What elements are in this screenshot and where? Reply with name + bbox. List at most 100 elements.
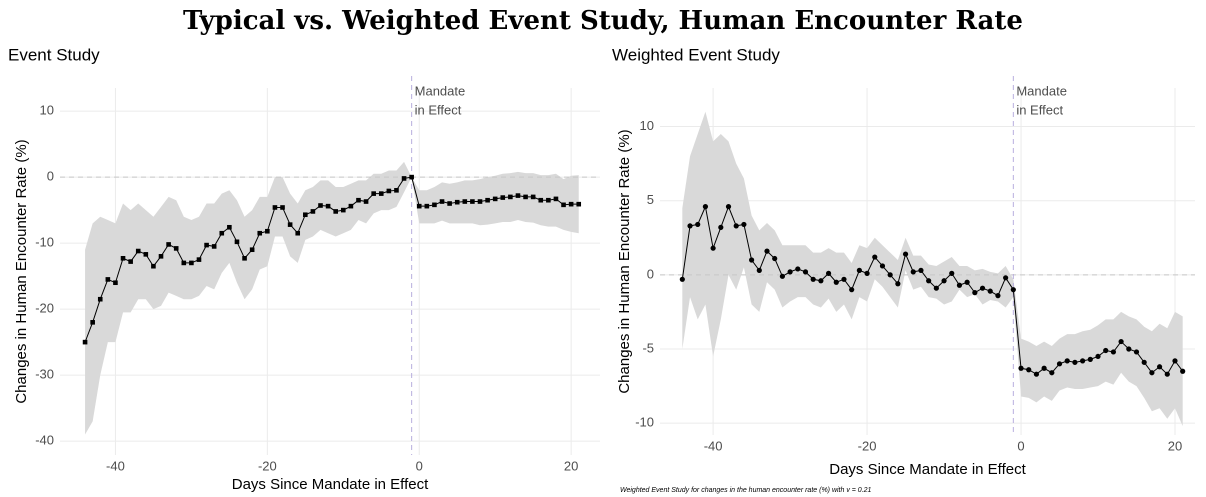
point bbox=[219, 230, 225, 236]
point bbox=[470, 199, 475, 204]
point bbox=[523, 194, 528, 200]
point bbox=[348, 203, 354, 209]
y-tick-label: -20 bbox=[35, 301, 54, 316]
point bbox=[1118, 338, 1124, 345]
point bbox=[749, 257, 755, 263]
point bbox=[887, 272, 893, 278]
point bbox=[454, 199, 460, 205]
point bbox=[687, 223, 693, 229]
point bbox=[718, 224, 724, 230]
point bbox=[477, 199, 483, 204]
point bbox=[702, 204, 709, 210]
point bbox=[196, 257, 202, 262]
point bbox=[787, 269, 793, 275]
point bbox=[918, 267, 924, 273]
point bbox=[401, 176, 407, 181]
point bbox=[1172, 358, 1178, 364]
point bbox=[432, 202, 437, 208]
caption: Weighted Event Study for changes in the … bbox=[620, 487, 872, 494]
point bbox=[1033, 371, 1040, 377]
point bbox=[295, 230, 301, 236]
y-tick-label: -40 bbox=[35, 433, 54, 448]
point bbox=[841, 276, 847, 282]
point bbox=[287, 222, 293, 227]
point bbox=[424, 203, 430, 209]
point bbox=[249, 247, 255, 253]
point bbox=[779, 273, 785, 279]
y-tick-label: 10 bbox=[40, 103, 54, 118]
point bbox=[242, 255, 247, 261]
annotation: Mandate bbox=[1016, 83, 1067, 98]
point bbox=[90, 320, 95, 325]
point bbox=[82, 339, 88, 345]
y-tick-label: -30 bbox=[35, 367, 54, 382]
point bbox=[394, 188, 399, 193]
point bbox=[1164, 371, 1170, 377]
y-tick-label: 0 bbox=[47, 169, 54, 184]
point bbox=[1080, 358, 1086, 364]
point bbox=[933, 285, 939, 291]
point bbox=[710, 245, 716, 251]
point bbox=[113, 280, 118, 286]
point bbox=[1141, 359, 1147, 365]
x-axis-label: Days Since Mandate in Effect bbox=[232, 476, 429, 493]
point bbox=[995, 293, 1001, 299]
confidence-band bbox=[682, 111, 1183, 427]
annotation: in Effect bbox=[415, 102, 462, 117]
point bbox=[741, 221, 747, 228]
point bbox=[310, 209, 316, 214]
y-tick-label: -10 bbox=[35, 235, 54, 250]
point bbox=[949, 270, 955, 276]
point bbox=[941, 278, 947, 284]
x-tick-label: -20 bbox=[858, 438, 877, 453]
y-tick-label: 5 bbox=[647, 192, 654, 207]
point bbox=[462, 199, 468, 204]
point bbox=[725, 204, 732, 210]
point bbox=[818, 278, 824, 284]
x-tick-label: 20 bbox=[564, 458, 578, 473]
point bbox=[508, 194, 513, 200]
point bbox=[1064, 358, 1070, 364]
point bbox=[1049, 370, 1055, 376]
point bbox=[1072, 359, 1078, 365]
point bbox=[173, 246, 179, 251]
point bbox=[849, 287, 855, 293]
x-tick-label: -40 bbox=[106, 458, 125, 473]
point bbox=[733, 223, 739, 229]
point bbox=[553, 196, 559, 202]
x-tick-label: -20 bbox=[258, 458, 277, 473]
point bbox=[333, 209, 338, 214]
point bbox=[515, 193, 521, 198]
point bbox=[856, 267, 862, 273]
point bbox=[679, 276, 685, 282]
x-axis-label: Days Since Mandate in Effect bbox=[829, 461, 1026, 478]
point bbox=[1056, 361, 1063, 367]
annotation: in Effect bbox=[1016, 102, 1063, 117]
point bbox=[864, 270, 870, 276]
x-tick-label: 0 bbox=[1017, 438, 1024, 453]
point bbox=[303, 212, 308, 218]
point bbox=[795, 266, 801, 272]
point bbox=[257, 230, 263, 236]
point bbox=[143, 252, 149, 257]
y-tick-label: -5 bbox=[642, 340, 654, 355]
point bbox=[568, 201, 574, 207]
point bbox=[128, 259, 133, 264]
point bbox=[1041, 365, 1047, 371]
point bbox=[1095, 353, 1101, 360]
point bbox=[1018, 365, 1024, 371]
point bbox=[772, 255, 778, 262]
point bbox=[538, 197, 544, 203]
point bbox=[979, 285, 986, 291]
point bbox=[972, 290, 978, 296]
point bbox=[158, 254, 164, 259]
point bbox=[810, 276, 816, 282]
point bbox=[956, 282, 963, 288]
point bbox=[895, 281, 901, 287]
point bbox=[386, 188, 392, 194]
point bbox=[546, 197, 551, 203]
point bbox=[318, 203, 323, 208]
point bbox=[910, 269, 916, 275]
y-axis-label: Changes in Human Encounter Rate (%) bbox=[13, 139, 30, 403]
point bbox=[1003, 275, 1009, 281]
